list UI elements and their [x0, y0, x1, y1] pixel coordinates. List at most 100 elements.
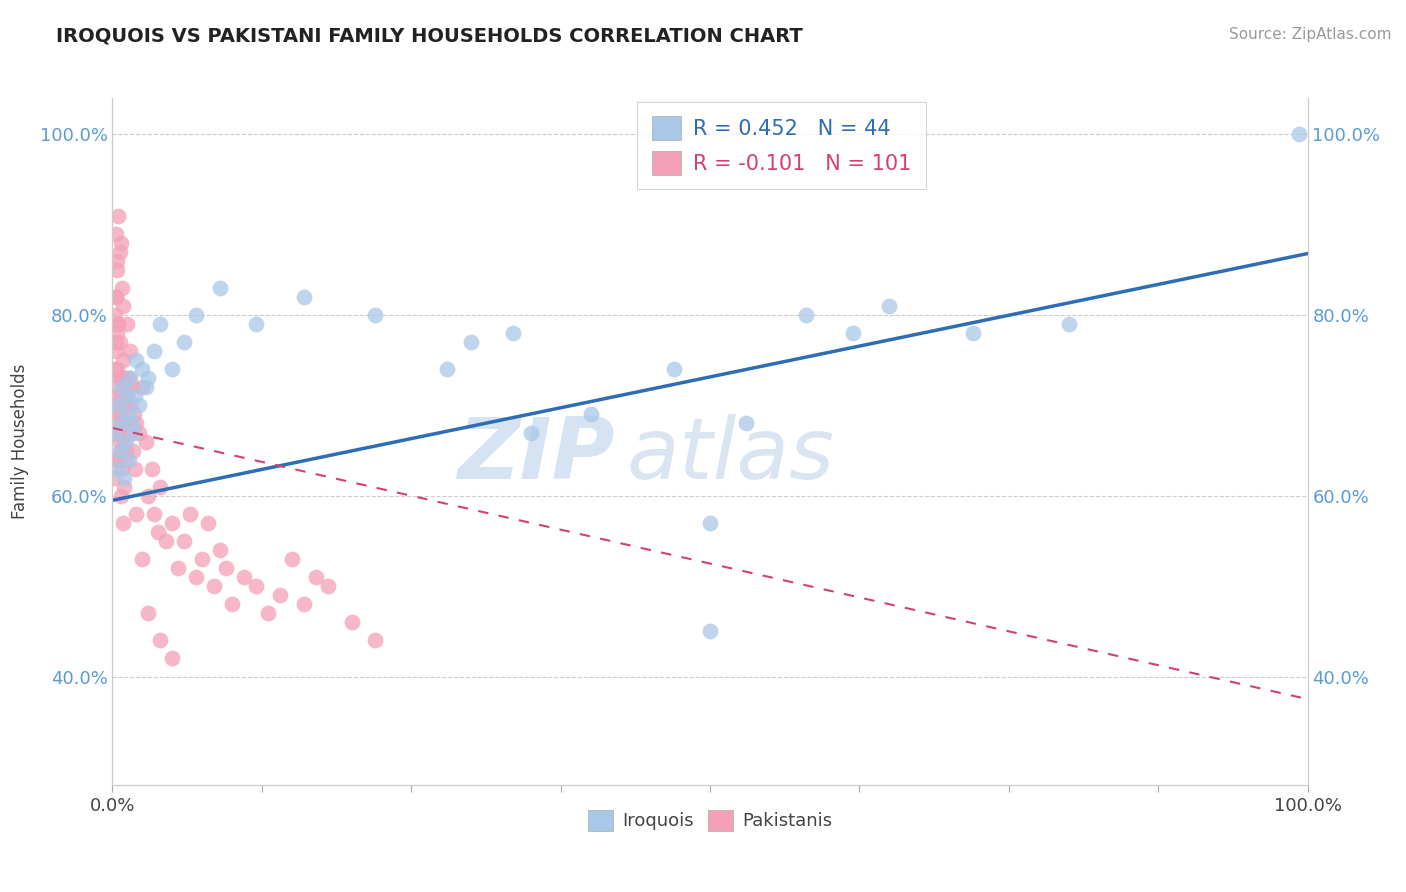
Point	[879, 299, 901, 313]
Point	[118, 452, 141, 467]
Point	[364, 633, 387, 648]
Point	[108, 244, 131, 259]
Point	[120, 425, 142, 440]
Point	[114, 417, 136, 431]
Point	[115, 389, 138, 403]
Point	[120, 371, 142, 385]
Point	[107, 452, 129, 467]
Point	[162, 651, 183, 665]
Point	[108, 371, 131, 385]
Point	[107, 317, 129, 331]
Point	[173, 335, 195, 350]
Point	[105, 317, 128, 331]
Point	[122, 408, 145, 422]
Point	[131, 380, 153, 394]
Point	[110, 489, 132, 503]
Point	[105, 326, 128, 340]
Point	[124, 461, 146, 475]
Point	[179, 507, 201, 521]
Point	[103, 471, 125, 485]
Point	[105, 253, 128, 268]
Point	[105, 417, 128, 431]
Point	[112, 516, 135, 530]
Point	[114, 443, 136, 458]
Point	[114, 471, 135, 485]
Point	[108, 335, 131, 350]
Point	[112, 398, 135, 412]
Point	[135, 380, 157, 394]
Point	[141, 461, 163, 475]
Point	[173, 533, 195, 548]
Point	[111, 380, 134, 394]
Point	[209, 281, 232, 295]
Point	[281, 552, 304, 566]
Point	[121, 443, 143, 458]
Point	[460, 335, 482, 350]
Point	[215, 561, 238, 575]
Point	[105, 290, 128, 304]
Point	[245, 317, 267, 331]
Point	[111, 389, 134, 403]
Point	[122, 425, 145, 440]
Point	[124, 389, 146, 403]
Point	[233, 570, 256, 584]
Point	[257, 607, 280, 621]
Point	[115, 417, 138, 431]
Point	[117, 408, 139, 422]
Point	[118, 371, 141, 385]
Point	[108, 434, 131, 449]
Point	[114, 480, 135, 494]
Point	[115, 317, 138, 331]
Point	[114, 371, 135, 385]
Text: Source: ZipAtlas.com: Source: ZipAtlas.com	[1229, 27, 1392, 42]
Point	[120, 398, 142, 412]
Point	[186, 308, 208, 322]
Point	[186, 570, 208, 584]
Point	[197, 516, 219, 530]
Point	[114, 371, 135, 385]
Point	[111, 425, 134, 440]
Point	[520, 425, 543, 440]
Point	[105, 344, 128, 359]
Point	[104, 425, 127, 440]
Point	[120, 344, 142, 359]
Point	[305, 570, 328, 584]
Point	[107, 398, 129, 412]
Point	[138, 489, 160, 503]
Point	[162, 362, 183, 376]
Point	[735, 417, 758, 431]
Point	[117, 417, 139, 431]
Point	[245, 579, 267, 593]
Point	[269, 588, 291, 602]
Point	[117, 425, 139, 440]
Point	[114, 452, 136, 467]
Point	[125, 507, 148, 521]
Point	[110, 417, 132, 431]
Point	[104, 362, 127, 376]
Point	[114, 434, 135, 449]
Point	[107, 452, 129, 467]
Point	[112, 299, 135, 313]
Point	[316, 579, 339, 593]
Point	[292, 597, 315, 611]
Point	[104, 308, 127, 322]
Point	[105, 262, 128, 277]
Point	[117, 398, 139, 412]
Point	[167, 561, 190, 575]
Point	[111, 443, 134, 458]
Point	[131, 552, 153, 566]
Point	[112, 417, 135, 431]
Point	[292, 290, 315, 304]
Text: ZIP: ZIP	[457, 414, 614, 497]
Point	[962, 326, 984, 340]
Text: atlas: atlas	[627, 414, 834, 497]
Point	[143, 507, 166, 521]
Point	[364, 308, 387, 322]
Point	[143, 344, 166, 359]
Point	[105, 398, 128, 412]
Point	[162, 516, 183, 530]
Point	[121, 380, 143, 394]
Point	[699, 624, 721, 639]
Point	[149, 317, 172, 331]
Point	[794, 308, 817, 322]
